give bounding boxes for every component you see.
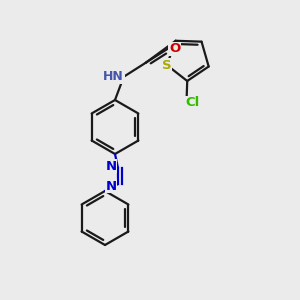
Text: N: N: [105, 160, 117, 172]
Text: S: S: [162, 58, 172, 72]
Text: Cl: Cl: [185, 97, 200, 110]
Text: HN: HN: [103, 70, 124, 83]
Text: N: N: [105, 179, 117, 193]
Text: O: O: [169, 42, 180, 55]
